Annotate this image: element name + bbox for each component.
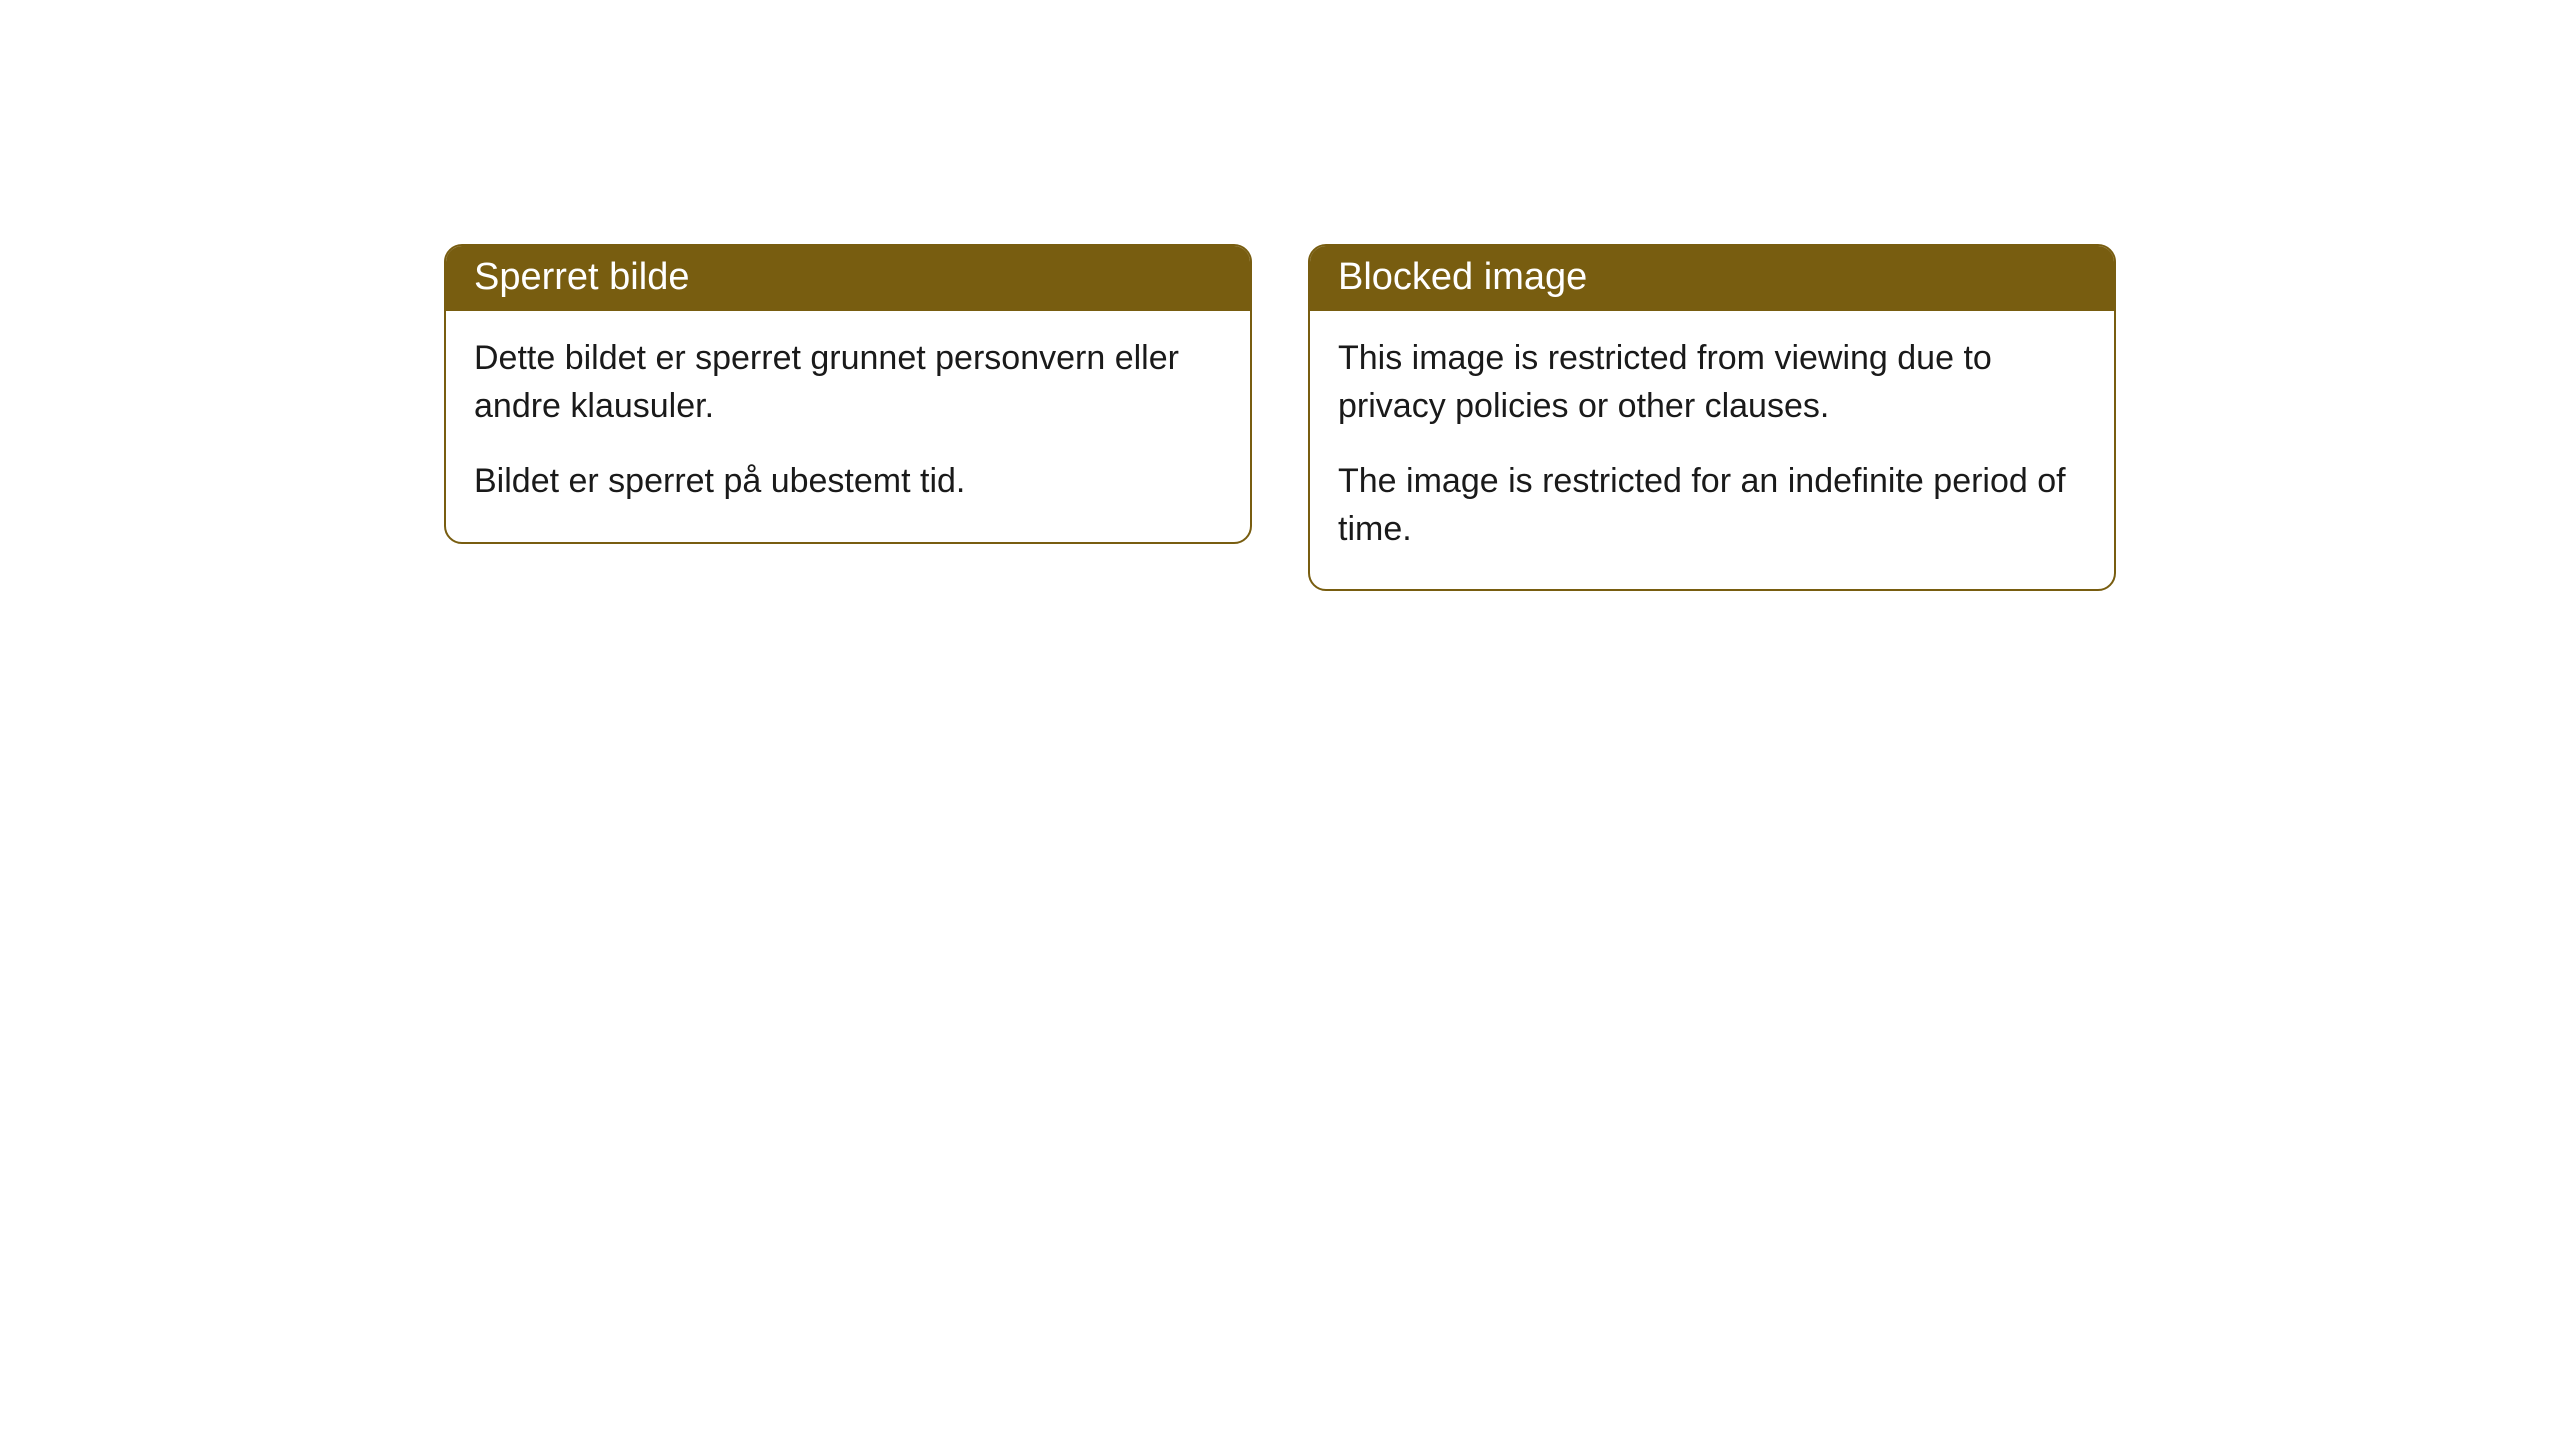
blocked-image-card-english: Blocked image This image is restricted f… bbox=[1308, 244, 2116, 591]
card-header: Blocked image bbox=[1310, 246, 2114, 311]
blocked-image-card-norwegian: Sperret bilde Dette bildet er sperret gr… bbox=[444, 244, 1252, 544]
card-paragraph: This image is restricted from viewing du… bbox=[1338, 335, 2086, 430]
card-paragraph: The image is restricted for an indefinit… bbox=[1338, 458, 2086, 553]
card-paragraph: Bildet er sperret på ubestemt tid. bbox=[474, 458, 1222, 506]
notice-cards-container: Sperret bilde Dette bildet er sperret gr… bbox=[444, 244, 2116, 1440]
card-title: Sperret bilde bbox=[474, 256, 689, 298]
card-paragraph: Dette bildet er sperret grunnet personve… bbox=[474, 335, 1222, 430]
card-body: This image is restricted from viewing du… bbox=[1310, 311, 2114, 589]
card-title: Blocked image bbox=[1338, 256, 1587, 298]
card-header: Sperret bilde bbox=[446, 246, 1250, 311]
card-body: Dette bildet er sperret grunnet personve… bbox=[446, 311, 1250, 542]
